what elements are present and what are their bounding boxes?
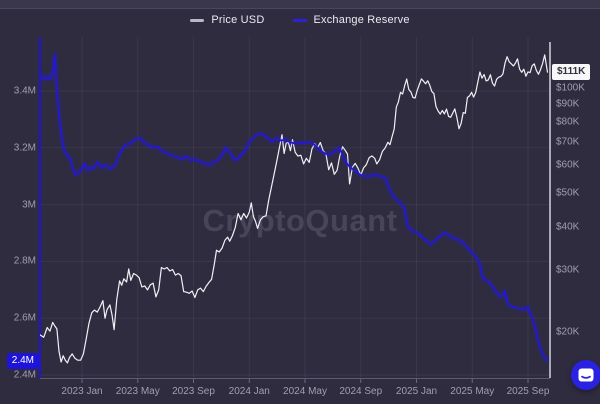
x-axis-tick-label: 2025 Sep — [506, 386, 550, 397]
x-axis-tick-label: 2023 Sep — [172, 386, 215, 397]
cryptoquant-watermark: CryptoQuant — [202, 203, 398, 238]
x-axis-tick-label: 2024 May — [283, 386, 327, 397]
right-axis-tick-label: $20K — [556, 326, 580, 338]
left-axis-tick-label: 2.4M — [13, 369, 36, 381]
reserve-current-value-badge: 2.4M — [6, 352, 39, 369]
messenger-chat-icon — [578, 368, 594, 381]
x-axis-tick-label: 2025 May — [450, 386, 495, 397]
right-axis-tick-label: $60K — [556, 159, 580, 171]
x-axis-tick-label: 2025 Jan — [395, 386, 438, 397]
legend-item-exchange-reserve[interactable]: Exchange Reserve — [292, 14, 410, 26]
right-axis-tick-label: $70K — [556, 136, 580, 148]
x-axis-tick-label: 2023 Jan — [61, 386, 103, 397]
x-axis-tick-label: 2024 Sep — [339, 386, 383, 397]
left-axis-tick-label: 2.6M — [13, 312, 36, 324]
series-line-exchange-reserve — [40, 53, 549, 362]
right-axis-tick-label: $80K — [556, 116, 580, 128]
right-axis-tick-label: $100K — [556, 82, 585, 94]
legend-item-price-usd[interactable]: Price USD — [190, 14, 264, 26]
chart-legend: Price USD Exchange Reserve — [0, 11, 600, 29]
left-axis-tick-label: 3M — [22, 199, 36, 211]
price-current-value-badge: $111K — [552, 64, 591, 81]
price-line-swatch-icon — [190, 18, 205, 22]
reserve-line-swatch-icon — [292, 18, 307, 22]
left-axis-tick-label: 3.4M — [13, 85, 36, 97]
right-axis-tick-label: $30K — [556, 264, 580, 276]
legend-label-exchange-reserve: Exchange Reserve — [313, 14, 410, 26]
left-axis-tick-label: 2.8M — [13, 255, 36, 267]
x-axis-tick-label: 2024 Jan — [228, 386, 270, 397]
series-line-price-usd — [40, 54, 549, 364]
top-window-edge — [0, 0, 600, 9]
right-axis-tick-label: $50K — [556, 187, 580, 199]
x-axis-tick-label: 2023 May — [115, 386, 160, 397]
left-axis-tick-label: 3.2M — [13, 142, 36, 154]
legend-label-price-usd: Price USD — [211, 14, 265, 26]
right-axis-tick-label: $90K — [556, 98, 580, 110]
right-axis-tick-label: $40K — [556, 221, 580, 233]
chat-widget-button[interactable] — [571, 360, 600, 390]
